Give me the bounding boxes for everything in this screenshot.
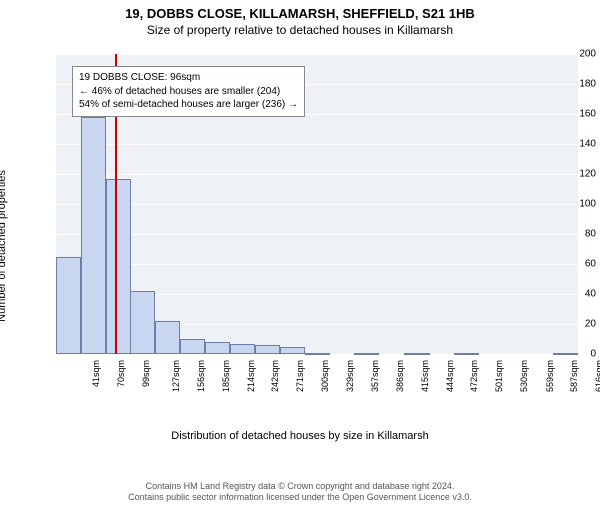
chart-area: Number of detached properties 0204060801… [0, 46, 600, 446]
histogram-bar [180, 339, 205, 354]
histogram-bar [305, 353, 330, 355]
xtick-label: 300sqm [320, 360, 330, 392]
xaxis-label: Distribution of detached houses by size … [0, 430, 600, 442]
xtick-label: 444sqm [445, 360, 455, 392]
xtick-label: 185sqm [221, 360, 231, 392]
gridline-y [56, 264, 578, 265]
xtick-label: 472sqm [469, 360, 479, 392]
callout-line-2: ← 46% of detached houses are smaller (20… [79, 85, 298, 99]
ytick-label: 120 [542, 169, 600, 180]
xtick-label: 242sqm [270, 360, 280, 392]
xtick-label: 127sqm [171, 360, 181, 392]
ytick-label: 80 [542, 229, 600, 240]
xtick-label: 616sqm [594, 360, 600, 392]
histogram-bar [155, 321, 180, 354]
histogram-bar [354, 353, 379, 355]
callout-box: 19 DOBBS CLOSE: 96sqm← 46% of detached h… [72, 66, 305, 117]
histogram-bar [56, 257, 81, 355]
ytick-label: 200 [542, 49, 600, 60]
callout-line-1: 19 DOBBS CLOSE: 96sqm [79, 71, 298, 85]
histogram-bar [205, 342, 230, 354]
histogram-bar [454, 353, 479, 355]
ytick-label: 160 [542, 109, 600, 120]
xtick-label: 501sqm [494, 360, 504, 392]
xtick-label: 329sqm [345, 360, 355, 392]
xtick-label: 156sqm [196, 360, 206, 392]
callout-line-3: 54% of semi-detached houses are larger (… [79, 98, 298, 112]
histogram-bar [255, 345, 280, 354]
xtick-label: 357sqm [370, 360, 380, 392]
xtick-label: 559sqm [545, 360, 555, 392]
xtick-label: 41sqm [91, 360, 101, 387]
ytick-label: 20 [542, 319, 600, 330]
histogram-bar [280, 347, 305, 355]
xtick-label: 587sqm [569, 360, 579, 392]
chart-title: 19, DOBBS CLOSE, KILLAMARSH, SHEFFIELD, … [0, 6, 600, 21]
xtick-label: 386sqm [395, 360, 405, 392]
histogram-bar [106, 179, 131, 355]
xtick-label: 214sqm [246, 360, 256, 392]
histogram-bar [81, 117, 106, 354]
xtick-label: 271sqm [295, 360, 305, 392]
histogram-bar [130, 291, 155, 354]
xtick-label: 415sqm [420, 360, 430, 392]
gridline-y [56, 234, 578, 235]
chart-subtitle: Size of property relative to detached ho… [0, 23, 600, 37]
histogram-bar [404, 353, 429, 355]
xtick-label: 99sqm [141, 360, 151, 387]
footer-line-2: Contains public sector information licen… [0, 492, 600, 504]
ytick-label: 40 [542, 289, 600, 300]
xtick-label: 530sqm [519, 360, 529, 392]
gridline-y [56, 54, 578, 55]
ytick-label: 60 [542, 259, 600, 270]
yaxis-label: Number of detached properties [0, 170, 8, 322]
gridline-y [56, 144, 578, 145]
gridline-y [56, 174, 578, 175]
ytick-label: 140 [542, 139, 600, 150]
histogram-bar [230, 344, 255, 355]
chart-footer: Contains HM Land Registry data © Crown c… [0, 481, 600, 504]
histogram-bar [553, 353, 578, 355]
xtick-label: 70sqm [116, 360, 126, 387]
ytick-label: 100 [542, 199, 600, 210]
ytick-label: 180 [542, 79, 600, 90]
gridline-y [56, 204, 578, 205]
footer-line-1: Contains HM Land Registry data © Crown c… [0, 481, 600, 493]
